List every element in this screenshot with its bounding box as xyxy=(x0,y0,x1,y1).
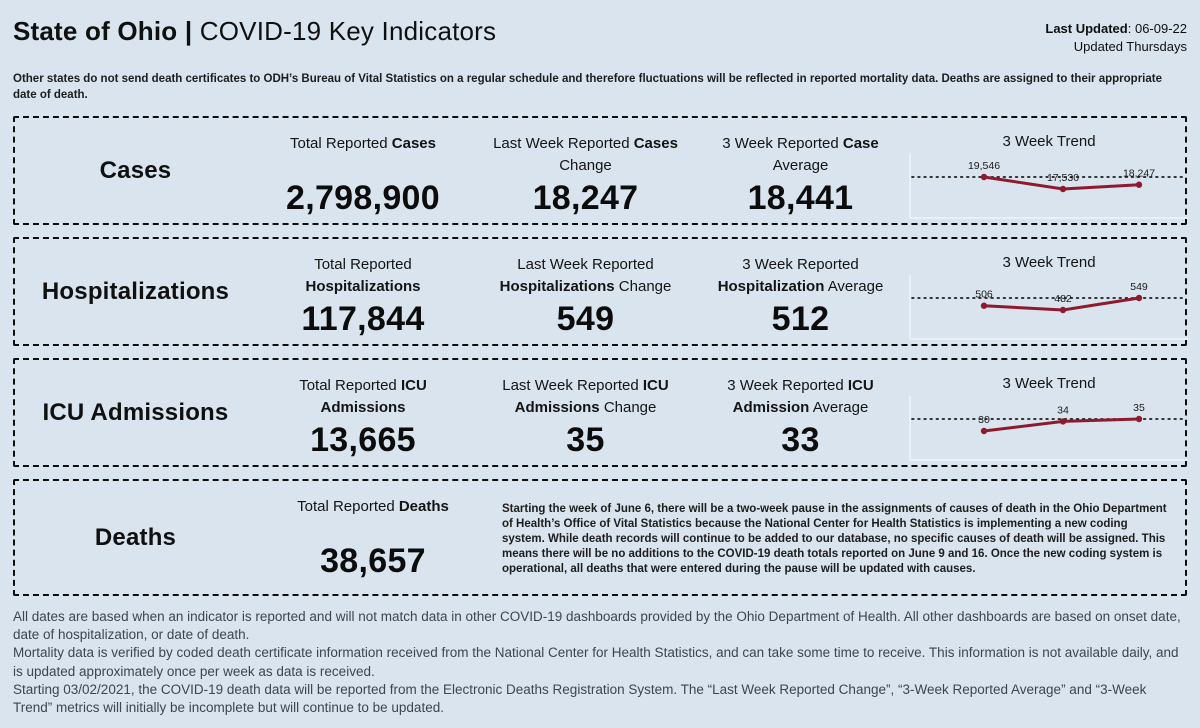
metric-total-hospitalizations: Total Reported Hospitalizations 117,844 xyxy=(248,239,478,344)
metric-title-part: Average xyxy=(824,278,884,296)
footer-paragraph: Mortality data is verified by coded deat… xyxy=(13,645,1179,679)
updated-frequency: Updated Thursdays xyxy=(1073,38,1187,54)
indicator-row-hospitalizations: Hospitalizations Total Reported Hospital… xyxy=(13,237,1190,347)
indicator-row-deaths: Deaths Total Reported Deaths 38,657 Star… xyxy=(13,479,1187,597)
metric-title-part: Total Reported xyxy=(314,256,412,274)
metric-title: 3 Week Reported ICU Admission Average xyxy=(698,375,903,421)
last-updated-line: Last Updated: 06-09-22 xyxy=(1045,20,1187,38)
svg-text:19,546: 19,546 xyxy=(968,160,1000,172)
svg-text:30: 30 xyxy=(978,414,990,426)
metric-3week-case-average: 3 Week Reported Case Average 18,441 xyxy=(693,118,908,223)
trend-title: 3 Week Trend xyxy=(1002,375,1096,393)
metric-total-deaths: Total Reported Deaths 38,657 xyxy=(248,481,498,594)
metric-3week-icu-admission-average: 3 Week Reported ICU Admission Average 33 xyxy=(693,360,908,465)
metric-value: 18,441 xyxy=(747,179,854,218)
metric-title-part: Change xyxy=(559,157,612,175)
svg-text:549: 549 xyxy=(1130,281,1148,293)
row-label-hospitalizations: Hospitalizations xyxy=(41,277,230,305)
page-header: State of Ohio | COVID-19 Key Indicators … xyxy=(13,16,1187,55)
metric-title-part-bold: ICU Admissions xyxy=(514,377,669,417)
metric-3week-hospitalization-average: 3 Week Reported Hospitalization Average … xyxy=(693,239,908,344)
deaths-coding-pause-note: Starting the week of June 6, there will … xyxy=(502,503,1167,576)
metric-title-part-bold: Hospitalizations xyxy=(305,278,421,296)
indicator-row-cases: Cases Total Reported Cases 2,798,900 Las… xyxy=(13,116,1190,226)
metric-title-part: Change xyxy=(599,399,657,417)
svg-text:506: 506 xyxy=(975,289,993,301)
trend-hospitalizations: 3 Week Trend 506 482 549 xyxy=(908,239,1190,344)
metric-title-part: Last Week Reported xyxy=(517,256,654,274)
metric-title-part: Total Reported xyxy=(290,135,392,153)
metric-lastweek-cases: Last Week Reported Cases Change 18,247 xyxy=(478,118,693,223)
metric-total-cases: Total Reported Cases 2,798,900 xyxy=(248,118,478,223)
metric-title-part-bold: Hospitalization xyxy=(717,278,825,296)
page-title: State of Ohio | COVID-19 Key Indicators xyxy=(13,16,496,47)
metric-title-part: Last Week Reported xyxy=(502,377,643,395)
metric-title-part: Change xyxy=(614,278,672,296)
metric-title-part: 3 Week Reported xyxy=(722,135,843,153)
trend-sparkline-cases: 19,546 17,530 18,247 xyxy=(908,152,1190,220)
page-footer: All dates are based when an indicator is… xyxy=(13,608,1187,716)
title-separator: | xyxy=(184,16,193,46)
metric-title-part: Average xyxy=(809,399,869,417)
metric-title-part: Total Reported xyxy=(299,377,401,395)
metric-title-part-bold: Cases xyxy=(633,135,678,153)
svg-text:35: 35 xyxy=(1133,402,1145,414)
footer-paragraph: Starting 03/02/2021, the COVID-19 death … xyxy=(13,681,1147,715)
indicator-row-icu-admissions: ICU Admissions Total Reported ICU Admiss… xyxy=(13,358,1190,468)
trend-icu-admissions: 3 Week Trend 30 34 35 xyxy=(908,360,1190,465)
metric-title: Last Week Reported Hospitalizations Chan… xyxy=(483,254,688,300)
metric-lastweek-icu-admissions: Last Week Reported ICU Admissions Change… xyxy=(478,360,693,465)
indicator-rows: Cases Total Reported Cases 2,798,900 Las… xyxy=(13,116,1190,597)
trend-sparkline-hospitalizations: 506 482 549 xyxy=(908,273,1190,341)
row-label-deaths: Deaths xyxy=(94,523,177,551)
metric-title-part-bold: Hospitalizations xyxy=(499,278,615,296)
trend-title: 3 Week Trend xyxy=(1002,254,1096,272)
svg-text:482: 482 xyxy=(1054,293,1072,305)
page-title-state: State of Ohio xyxy=(13,16,178,46)
metric-value: 549 xyxy=(556,300,615,339)
metric-title: Total Reported Hospitalizations xyxy=(261,254,466,300)
metric-value: 38,657 xyxy=(320,542,426,581)
trend-sparkline-icu-admissions: 30 34 35 xyxy=(908,394,1190,462)
metric-title-part: 3 Week Reported xyxy=(727,377,848,395)
metric-title-part-bold: Deaths xyxy=(398,498,449,516)
svg-text:34: 34 xyxy=(1057,405,1069,417)
metric-title-part: Last Week Reported xyxy=(493,135,634,153)
metric-title: 3 Week Reported Case Average xyxy=(698,133,903,179)
metric-value: 18,247 xyxy=(532,179,639,218)
metric-title: Total Reported ICU Admissions xyxy=(261,375,466,421)
metric-total-icu-admissions: Total Reported ICU Admissions 13,665 xyxy=(248,360,478,465)
svg-text:17,530: 17,530 xyxy=(1047,172,1079,184)
last-updated-block: Last Updated: 06-09-22 Updated Thursdays xyxy=(1045,16,1187,55)
metric-value: 33 xyxy=(781,421,820,460)
metric-title: Total Reported Deaths xyxy=(297,496,449,542)
metric-title-part-bold: Cases xyxy=(391,135,436,153)
metric-title: Total Reported Cases xyxy=(290,133,436,179)
metric-title-part: 3 Week Reported xyxy=(742,256,859,274)
metric-value: 2,798,900 xyxy=(286,179,440,218)
metric-title: Last Week Reported ICU Admissions Change xyxy=(483,375,688,421)
metric-title-part: Average xyxy=(772,157,829,175)
page-title-rest: COVID-19 Key Indicators xyxy=(199,16,497,46)
metric-title: 3 Week Reported Hospitalization Average xyxy=(698,254,903,300)
last-updated-value: : 06-09-22 xyxy=(1127,21,1187,36)
mortality-disclaimer: Other states do not send death certifica… xyxy=(13,73,1162,102)
metric-title: Last Week Reported Cases Change xyxy=(483,133,688,179)
metric-value: 117,844 xyxy=(301,300,425,339)
footer-paragraph: All dates are based when an indicator is… xyxy=(13,609,1181,643)
metric-value: 512 xyxy=(771,300,830,339)
metric-title-part-bold: Case xyxy=(842,135,879,153)
metric-title-part: Total Reported xyxy=(297,498,399,516)
svg-text:18,247: 18,247 xyxy=(1123,168,1155,180)
row-label-cases: Cases xyxy=(99,156,172,184)
row-label-icu-admissions: ICU Admissions xyxy=(42,398,229,426)
trend-cases: 3 Week Trend 19,546 17,530 18,247 xyxy=(908,118,1190,223)
last-updated-label: Last Updated xyxy=(1045,21,1128,36)
metric-title-part-bold: ICU Admission xyxy=(732,377,874,417)
metric-value: 35 xyxy=(566,421,605,460)
metric-value: 13,665 xyxy=(310,421,416,460)
metric-title-part-bold: ICU Admissions xyxy=(320,377,427,417)
trend-title: 3 Week Trend xyxy=(1002,133,1096,151)
metric-lastweek-hospitalizations: Last Week Reported Hospitalizations Chan… xyxy=(478,239,693,344)
